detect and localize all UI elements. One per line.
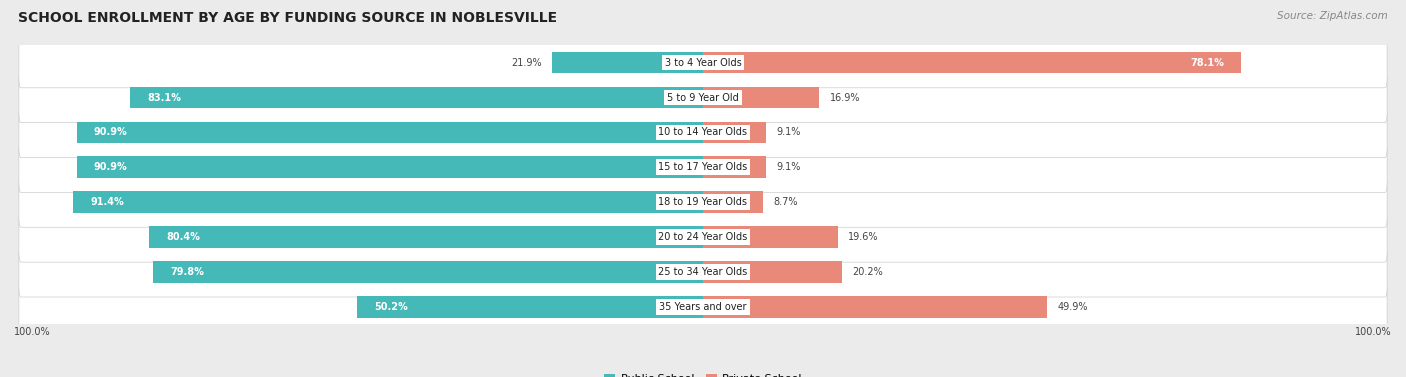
Bar	[149, 226, 703, 248]
Legend: Public School, Private School: Public School, Private School	[600, 369, 806, 377]
Text: 79.8%: 79.8%	[170, 267, 204, 277]
Text: 50.2%: 50.2%	[374, 302, 408, 312]
Text: SCHOOL ENROLLMENT BY AGE BY FUNDING SOURCE IN NOBLESVILLE: SCHOOL ENROLLMENT BY AGE BY FUNDING SOUR…	[18, 11, 557, 25]
FancyBboxPatch shape	[18, 72, 1388, 123]
Text: 80.4%: 80.4%	[166, 232, 200, 242]
Text: 5 to 9 Year Old: 5 to 9 Year Old	[666, 92, 740, 103]
Text: 100.0%: 100.0%	[1355, 327, 1392, 337]
Text: Source: ZipAtlas.com: Source: ZipAtlas.com	[1277, 11, 1388, 21]
Text: 90.9%: 90.9%	[94, 127, 128, 138]
FancyBboxPatch shape	[18, 38, 1388, 88]
Bar	[703, 261, 842, 283]
Bar	[703, 296, 1047, 317]
Text: 9.1%: 9.1%	[776, 162, 800, 172]
Text: 9.1%: 9.1%	[776, 127, 800, 138]
Text: 83.1%: 83.1%	[148, 92, 181, 103]
Bar	[73, 192, 703, 213]
FancyBboxPatch shape	[18, 212, 1388, 262]
Bar	[357, 296, 703, 317]
Text: 3 to 4 Year Olds: 3 to 4 Year Olds	[665, 58, 741, 68]
FancyBboxPatch shape	[18, 247, 1388, 297]
Text: 15 to 17 Year Olds: 15 to 17 Year Olds	[658, 162, 748, 172]
Bar	[703, 122, 766, 143]
Bar	[77, 156, 703, 178]
FancyBboxPatch shape	[18, 142, 1388, 192]
FancyBboxPatch shape	[18, 107, 1388, 158]
Text: 20.2%: 20.2%	[852, 267, 883, 277]
Text: 91.4%: 91.4%	[90, 197, 124, 207]
Bar	[553, 52, 703, 74]
Text: 100.0%: 100.0%	[14, 327, 51, 337]
Text: 8.7%: 8.7%	[773, 197, 797, 207]
FancyBboxPatch shape	[18, 177, 1388, 227]
Bar	[131, 87, 703, 108]
Bar	[703, 192, 763, 213]
Text: 16.9%: 16.9%	[830, 92, 860, 103]
Bar	[703, 156, 766, 178]
Bar	[77, 122, 703, 143]
Text: 21.9%: 21.9%	[512, 58, 541, 68]
Text: 20 to 24 Year Olds: 20 to 24 Year Olds	[658, 232, 748, 242]
Bar	[153, 261, 703, 283]
Text: 35 Years and over: 35 Years and over	[659, 302, 747, 312]
Text: 10 to 14 Year Olds: 10 to 14 Year Olds	[658, 127, 748, 138]
Bar	[703, 226, 838, 248]
Text: 90.9%: 90.9%	[94, 162, 128, 172]
Bar	[703, 87, 820, 108]
Text: 49.9%: 49.9%	[1057, 302, 1088, 312]
Text: 19.6%: 19.6%	[848, 232, 879, 242]
Bar	[703, 52, 1241, 74]
Text: 78.1%: 78.1%	[1189, 58, 1223, 68]
Text: 25 to 34 Year Olds: 25 to 34 Year Olds	[658, 267, 748, 277]
FancyBboxPatch shape	[18, 282, 1388, 332]
Text: 18 to 19 Year Olds: 18 to 19 Year Olds	[658, 197, 748, 207]
